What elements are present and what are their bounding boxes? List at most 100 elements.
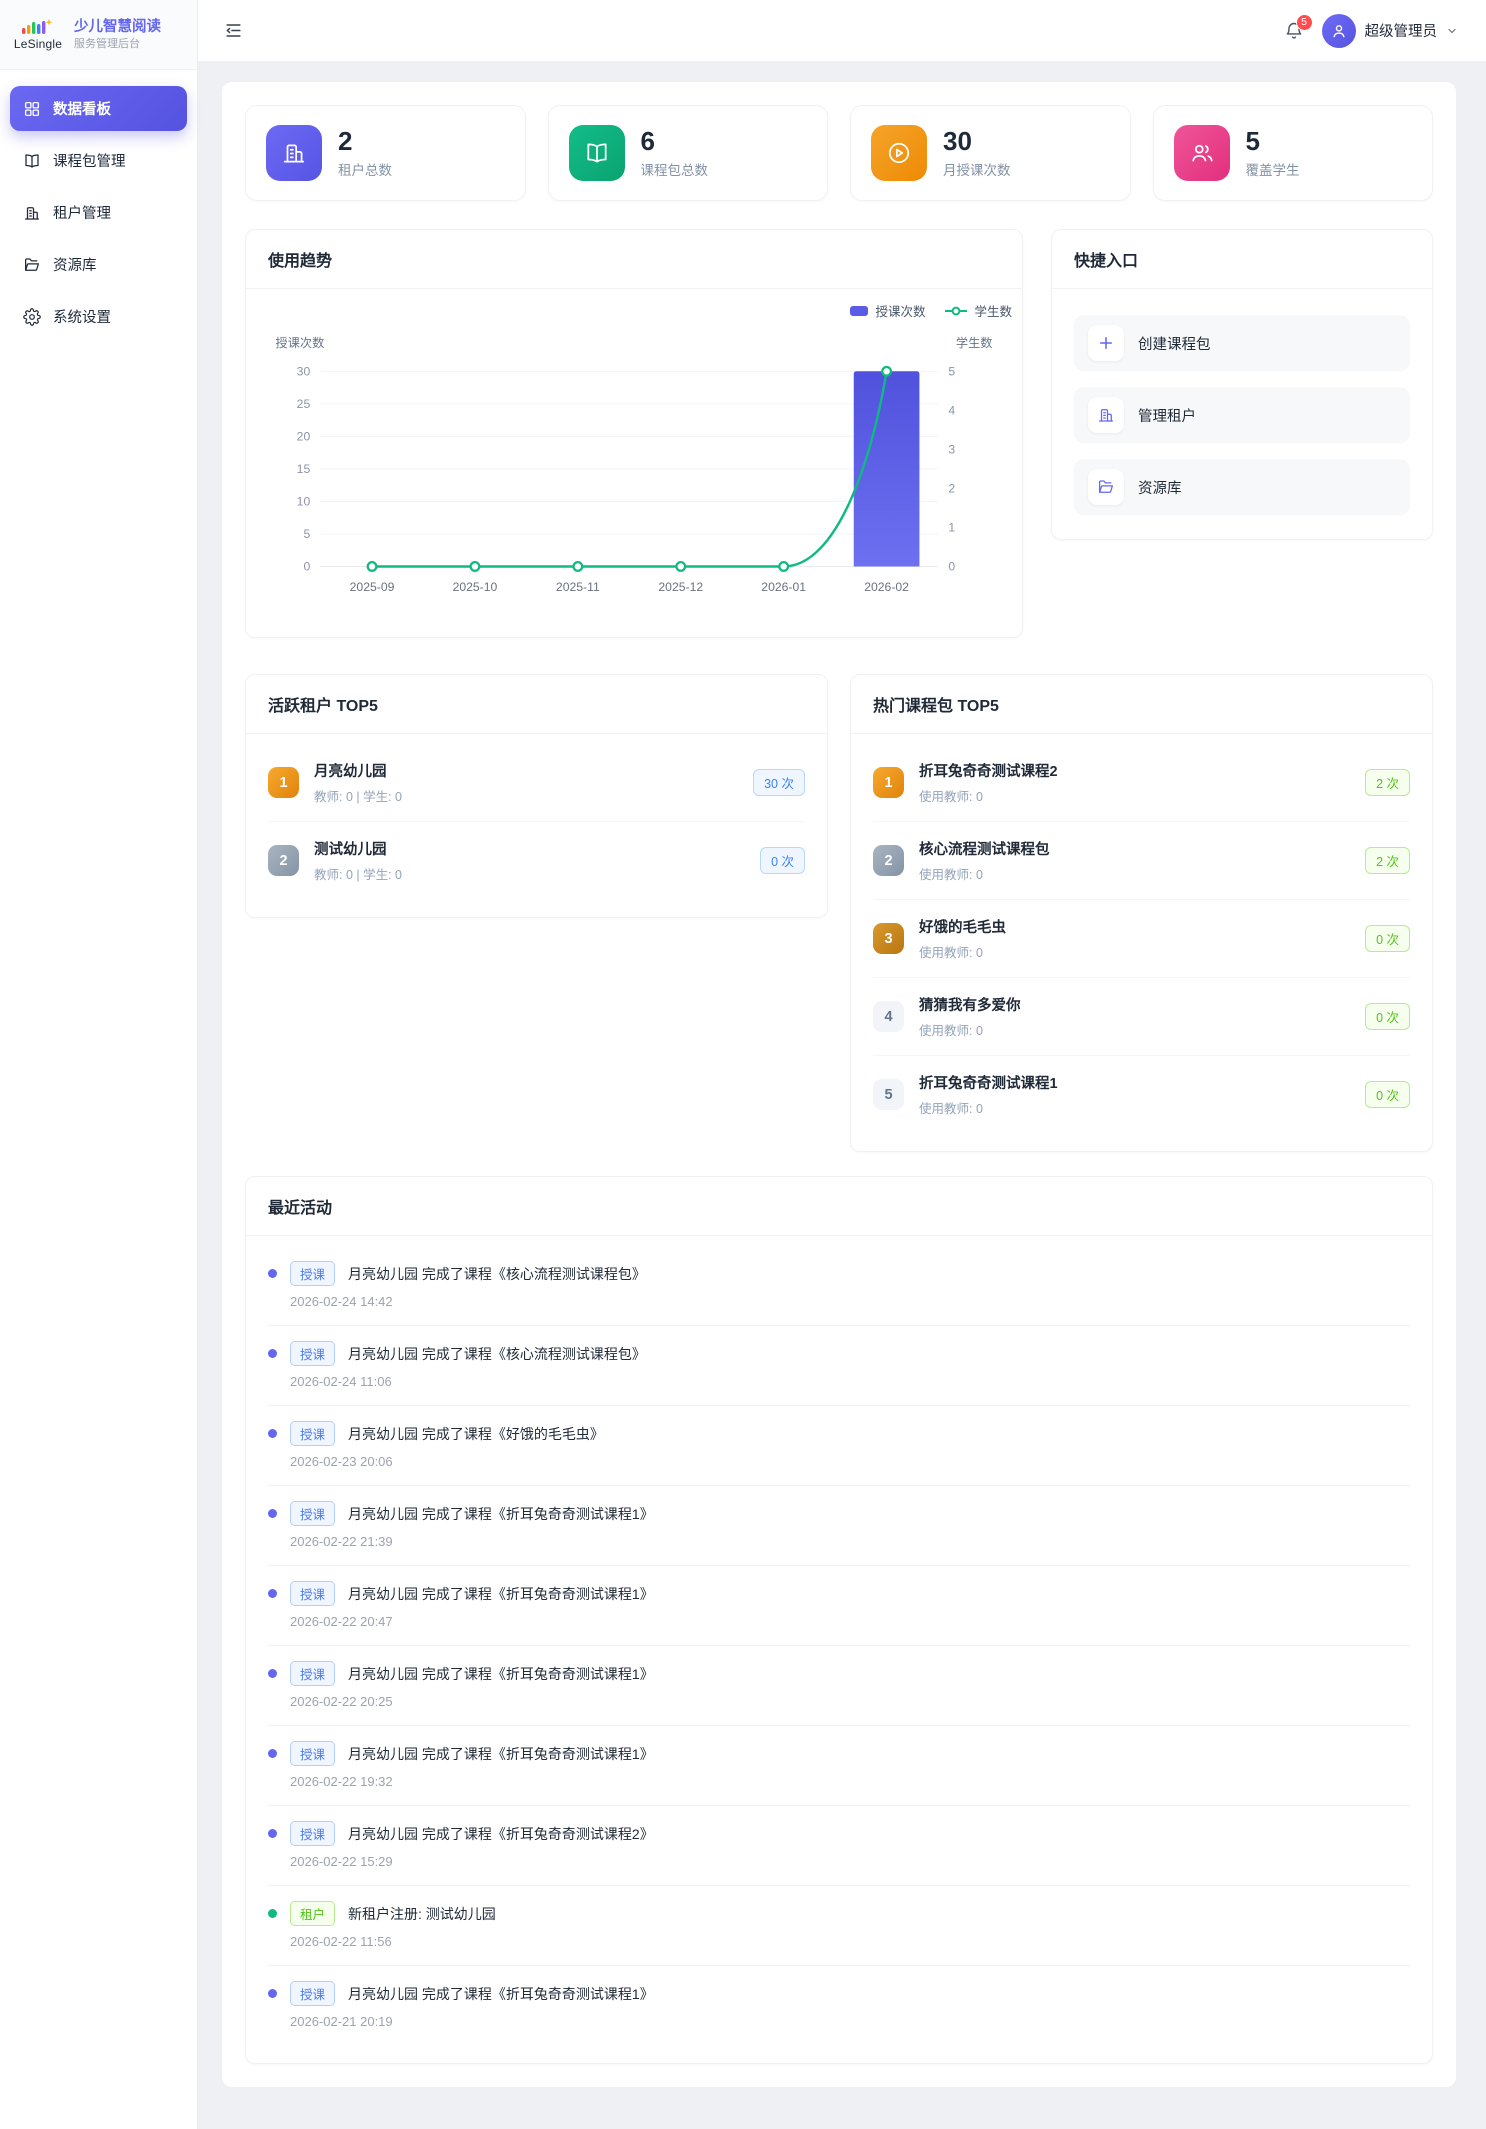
activity-text: 新租户注册: 测试幼儿园 bbox=[348, 1905, 496, 1922]
activity-row: 租户 新租户注册: 测试幼儿园 2026-02-22 11:56 bbox=[268, 1886, 1410, 1967]
svg-text:学生数: 学生数 bbox=[956, 335, 993, 350]
activity-text: 月亮幼儿园 完成了课程《折耳兔奇奇测试课程1》 bbox=[348, 1745, 654, 1762]
quick-entry-title: 快捷入口 bbox=[1052, 230, 1432, 289]
brand-area: LeSingle 少儿智慧阅读 服务管理后台 bbox=[0, 0, 197, 70]
package-rank-row[interactable]: 4 猜猜我有多爱你 使用教师: 0 0 次 bbox=[873, 978, 1410, 1057]
recent-activity-card: 最近活动 授课 月亮幼儿园 完成了课程《核心流程测试课程包》 2026-02-2… bbox=[245, 1176, 1433, 2065]
package-rank-row[interactable]: 3 好饿的毛毛虫 使用教师: 0 0 次 bbox=[873, 900, 1410, 979]
hot-packages-title: 热门课程包 TOP5 bbox=[851, 675, 1432, 735]
package-rank-row[interactable]: 5 折耳兔奇奇测试课程1 使用教师: 0 0 次 bbox=[873, 1056, 1410, 1133]
package-meta: 使用教师: 0 bbox=[919, 1024, 983, 1039]
brand-text: 少儿智慧阅读 服务管理后台 bbox=[74, 18, 161, 52]
activity-type-badge: 租户 bbox=[290, 1901, 336, 1927]
svg-text:5: 5 bbox=[948, 365, 955, 379]
tenant-info: 测试幼儿园 教师: 0 | 学生: 0 bbox=[314, 838, 745, 883]
user-name: 超级管理员 bbox=[1364, 24, 1438, 40]
package-rank-row[interactable]: 1 折耳兔奇奇测试课程2 使用教师: 0 2 次 bbox=[873, 744, 1410, 823]
activity-timestamp: 2026-02-24 11:06 bbox=[290, 1374, 392, 1390]
tenant-rank-row[interactable]: 1 月亮幼儿园 教师: 0 | 学生: 0 30 次 bbox=[268, 744, 805, 823]
rank-badge: 3 bbox=[873, 923, 904, 955]
svg-text:授课次数: 授课次数 bbox=[276, 335, 325, 350]
avatar bbox=[1321, 13, 1356, 48]
sidebar-collapse-button[interactable] bbox=[224, 21, 243, 40]
quick-entry-label: 管理租户 bbox=[1138, 408, 1196, 425]
topbar-right: 5 超级管理员 bbox=[1284, 13, 1459, 48]
package-rank-row[interactable]: 2 核心流程测试课程包 使用教师: 0 2 次 bbox=[873, 822, 1410, 901]
svg-text:4: 4 bbox=[948, 404, 955, 418]
hot-packages-list: 1 折耳兔奇奇测试课程2 使用教师: 0 2 次 2 核心流 bbox=[851, 734, 1432, 1151]
activity-type-badge: 授课 bbox=[290, 1421, 336, 1447]
top5-row: 活跃租户 TOP5 1 月亮幼儿园 教师: 0 | 学生: 0 30 次 bbox=[245, 674, 1433, 1153]
activity-timestamp: 2026-02-23 20:06 bbox=[290, 1454, 393, 1470]
activity-row: 授课 月亮幼儿园 完成了课程《折耳兔奇奇测试课程2》 2026-02-22 15… bbox=[268, 1806, 1410, 1887]
rank-badge: 4 bbox=[873, 1001, 904, 1033]
activity-row: 授课 月亮幼儿园 完成了课程《核心流程测试课程包》 2026-02-24 11:… bbox=[268, 1326, 1410, 1407]
usage-count-pill: 0 次 bbox=[760, 847, 805, 875]
activity-timestamp: 2026-02-24 14:42 bbox=[290, 1294, 393, 1310]
svg-text:5: 5 bbox=[303, 527, 310, 541]
notification-badge: 5 bbox=[1295, 13, 1313, 31]
building-icon bbox=[1088, 397, 1124, 433]
usage-count-pill: 2 次 bbox=[1365, 847, 1410, 875]
activity-type-badge: 授课 bbox=[290, 1341, 336, 1367]
activity-dot bbox=[268, 1909, 277, 1919]
rank-badge: 2 bbox=[873, 845, 904, 877]
tenant-meta: 教师: 0 | 学生: 0 bbox=[314, 790, 402, 805]
activity-timestamp: 2026-02-22 21:39 bbox=[290, 1534, 393, 1550]
svg-text:2025-09: 2025-09 bbox=[350, 580, 395, 594]
play-circle-icon bbox=[871, 125, 927, 181]
package-info: 折耳兔奇奇测试课程2 使用教师: 0 bbox=[919, 760, 1350, 805]
activity-timestamp: 2026-02-22 11:56 bbox=[290, 1934, 392, 1950]
usage-count-pill: 0 次 bbox=[1365, 1003, 1410, 1031]
quick-entry-manage-tenants[interactable]: 管理租户 bbox=[1074, 387, 1410, 443]
plus-icon bbox=[1088, 325, 1124, 361]
recent-activity-list: 授课 月亮幼儿园 完成了课程《核心流程测试课程包》 2026-02-24 14:… bbox=[246, 1236, 1432, 2063]
building-icon bbox=[24, 206, 40, 220]
quick-entry-create-package[interactable]: 创建课程包 bbox=[1074, 315, 1410, 371]
activity-text: 月亮幼儿园 完成了课程《折耳兔奇奇测试课程2》 bbox=[348, 1825, 654, 1842]
usage-trend-title: 使用趋势 bbox=[246, 230, 1022, 289]
tenant-rank-row[interactable]: 2 测试幼儿园 教师: 0 | 学生: 0 0 次 bbox=[268, 822, 805, 899]
stat-value: 5 bbox=[1245, 125, 1260, 156]
usage-count-pill: 30 次 bbox=[753, 769, 805, 797]
activity-dot bbox=[268, 1509, 277, 1519]
sidebar-menu: 数据看板 课程包管理 租户管理 资源库 bbox=[0, 70, 197, 355]
package-name: 猜猜我有多爱你 bbox=[919, 998, 1021, 1015]
activity-dot bbox=[268, 1429, 277, 1439]
activity-dot bbox=[268, 1589, 277, 1599]
quick-entry-card: 快捷入口 创建课程包 bbox=[1051, 229, 1433, 540]
svg-text:2025-11: 2025-11 bbox=[556, 580, 600, 594]
activity-text: 月亮幼儿园 完成了课程《核心流程测试课程包》 bbox=[348, 1345, 646, 1362]
user-menu[interactable]: 超级管理员 bbox=[1321, 13, 1459, 48]
quick-entry-label: 资源库 bbox=[1138, 480, 1182, 497]
stat-card-monthly-lessons: 30 月授课次数 bbox=[850, 105, 1131, 201]
hot-packages-card: 热门课程包 TOP5 1 折耳兔奇奇测试课程2 使用教师: 0 2 次 bbox=[850, 674, 1433, 1153]
activity-dot bbox=[268, 1989, 277, 1999]
sidebar-item-settings[interactable]: 系统设置 bbox=[10, 294, 187, 339]
rank-badge: 1 bbox=[268, 767, 299, 799]
stat-label: 租户总数 bbox=[338, 163, 392, 179]
stats-row: 2 租户总数 6 课程包总数 bbox=[245, 105, 1433, 201]
legend-students[interactable]: 学生数 bbox=[945, 301, 1012, 320]
usage-trend-card: 使用趋势 授课次数 学生数 bbox=[245, 229, 1023, 639]
activity-row: 授课 月亮幼儿园 完成了课程《折耳兔奇奇测试课程1》 2026-02-22 20… bbox=[268, 1566, 1410, 1647]
brand-subtitle: 服务管理后台 bbox=[74, 37, 140, 50]
usage-count-pill: 0 次 bbox=[1365, 925, 1410, 953]
activity-row: 授课 月亮幼儿园 完成了课程《好饿的毛毛虫》 2026-02-23 20:06 bbox=[268, 1406, 1410, 1487]
stat-card-tenants: 2 租户总数 bbox=[245, 105, 526, 201]
sidebar-item-dashboard[interactable]: 数据看板 bbox=[10, 86, 187, 131]
activity-timestamp: 2026-02-22 20:47 bbox=[290, 1614, 393, 1630]
svg-text:15: 15 bbox=[297, 462, 311, 476]
sidebar-item-tenants[interactable]: 租户管理 bbox=[10, 190, 187, 235]
tenant-info: 月亮幼儿园 教师: 0 | 学生: 0 bbox=[314, 760, 738, 805]
quick-entry-resources[interactable]: 资源库 bbox=[1074, 459, 1410, 515]
stat-label: 覆盖学生 bbox=[1245, 163, 1300, 179]
sidebar-item-course-packages[interactable]: 课程包管理 bbox=[10, 138, 187, 183]
topbar: 5 超级管理员 bbox=[198, 0, 1486, 62]
legend-lessons[interactable]: 授课次数 bbox=[850, 301, 925, 320]
sidebar-item-label: 课程包管理 bbox=[53, 154, 126, 170]
page-content: 2 租户总数 6 课程包总数 bbox=[198, 62, 1486, 2129]
sidebar-item-resources[interactable]: 资源库 bbox=[10, 242, 187, 287]
stat-value: 6 bbox=[640, 125, 655, 156]
notifications-button[interactable]: 5 bbox=[1284, 13, 1313, 41]
